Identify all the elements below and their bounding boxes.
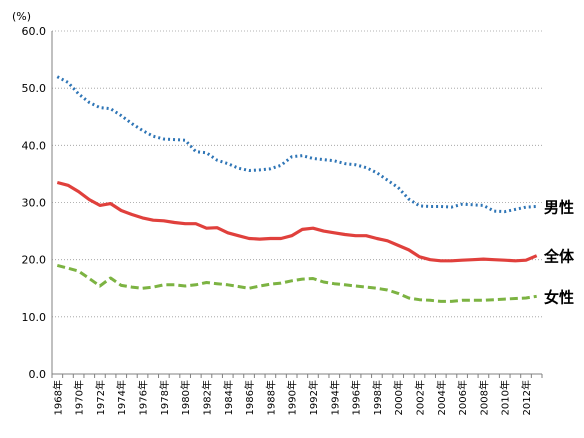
x-axis-ticks: 1968年 1970年 1972年 1974年 1976年 1978年 1980年 1982年…	[51, 374, 543, 415]
series-label: 男性	[544, 199, 574, 217]
x-tick-label: 1996年	[350, 380, 363, 415]
series-line-dotted	[56, 75, 537, 214]
x-tick-label: 1976年	[137, 380, 150, 415]
x-tick-label: 1980年	[179, 380, 192, 415]
y-tick-label: 10.0	[22, 311, 47, 324]
y-axis-ticks: 0.0 10.0 20.0 30.0 40.0 50.0 60.0	[22, 25, 47, 381]
y-tick-label: 30.0	[22, 197, 47, 210]
y-tick-label: 20.0	[22, 254, 47, 267]
x-tick-label: 1984年	[222, 380, 235, 415]
y-tick-label: 60.0	[22, 25, 47, 38]
gridlines	[51, 30, 542, 375]
x-tick-label: 1992年	[307, 380, 320, 415]
y-tick-label: 0.0	[29, 368, 47, 381]
y-tick-label: 40.0	[22, 139, 47, 152]
series-label: 女性	[544, 288, 574, 306]
x-tick-label: 1978年	[158, 380, 171, 415]
x-tick-label: 1970年	[73, 380, 86, 415]
x-tick-label: 1974年	[115, 380, 128, 415]
x-tick-label: 2000年	[392, 380, 405, 415]
x-tick-label: 1968年	[51, 380, 64, 415]
series-line-dashed	[56, 263, 537, 303]
x-tick-label: 1994年	[328, 380, 341, 415]
x-tick-label: 2006年	[456, 380, 469, 415]
x-tick-label: 1988年	[264, 380, 277, 415]
series-label: 全体	[543, 248, 575, 266]
series-line-solid	[56, 180, 538, 263]
x-tick-label: 1972年	[94, 380, 107, 415]
x-tick-label: 2008年	[477, 380, 490, 415]
y-tick-label: 50.0	[22, 82, 47, 95]
y-unit-label: (%)	[12, 10, 31, 23]
series-lines	[56, 75, 538, 303]
x-tick-label: 2012年	[520, 380, 533, 415]
x-tick-label: 1986年	[243, 380, 256, 415]
x-tick-label: 1982年	[200, 380, 213, 415]
x-tick-label: 2010年	[499, 380, 512, 415]
x-tick-label: 2002年	[414, 380, 427, 415]
x-tick-label: 1998年	[371, 380, 384, 415]
x-tick-label: 1990年	[286, 380, 299, 415]
x-tick-label: 2004年	[435, 380, 448, 415]
